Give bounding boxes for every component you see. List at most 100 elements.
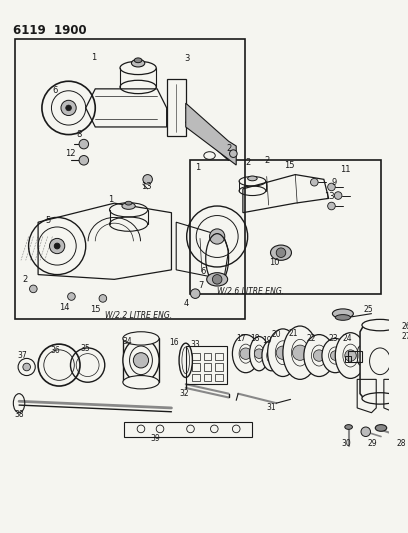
Circle shape	[310, 179, 318, 186]
Circle shape	[213, 274, 222, 284]
Circle shape	[313, 350, 325, 361]
Text: 21: 21	[288, 329, 298, 338]
Circle shape	[191, 289, 200, 298]
Bar	[215, 363, 223, 371]
Circle shape	[268, 352, 275, 359]
Circle shape	[345, 350, 356, 361]
Text: 15: 15	[91, 305, 101, 314]
Text: 19: 19	[262, 336, 272, 345]
Text: 15: 15	[284, 160, 294, 169]
Circle shape	[79, 139, 89, 149]
Ellipse shape	[250, 336, 268, 371]
Ellipse shape	[283, 326, 317, 379]
Text: 24: 24	[343, 334, 353, 343]
Text: 9: 9	[331, 177, 337, 187]
Text: 34: 34	[122, 337, 132, 346]
Ellipse shape	[322, 338, 348, 373]
Circle shape	[361, 427, 370, 437]
Text: 37: 37	[17, 351, 27, 360]
Text: 29: 29	[368, 439, 377, 448]
Text: 17: 17	[236, 334, 246, 343]
Circle shape	[133, 353, 149, 368]
Text: 6: 6	[200, 267, 205, 276]
Circle shape	[61, 100, 76, 116]
Circle shape	[66, 105, 71, 111]
Text: W/2.6 LITRE ENG.: W/2.6 LITRE ENG.	[217, 286, 284, 295]
Circle shape	[79, 156, 89, 165]
Ellipse shape	[131, 59, 145, 67]
Text: 31: 31	[267, 403, 276, 413]
Ellipse shape	[262, 340, 281, 371]
Ellipse shape	[123, 338, 159, 382]
Circle shape	[276, 248, 286, 257]
Ellipse shape	[207, 273, 228, 286]
Circle shape	[293, 345, 308, 360]
Ellipse shape	[248, 176, 257, 181]
Text: 6: 6	[52, 86, 58, 95]
Text: 4: 4	[184, 298, 189, 308]
Bar	[193, 353, 200, 360]
Ellipse shape	[362, 393, 398, 404]
Ellipse shape	[304, 335, 334, 376]
Ellipse shape	[123, 332, 159, 345]
Text: 13: 13	[324, 192, 335, 201]
Text: 13: 13	[141, 182, 152, 191]
Circle shape	[210, 229, 225, 244]
Text: 22: 22	[307, 334, 316, 343]
Bar	[348, 351, 362, 362]
Circle shape	[254, 349, 264, 358]
Circle shape	[49, 238, 65, 254]
Text: 39: 39	[151, 434, 160, 443]
Ellipse shape	[333, 309, 353, 318]
Text: 30: 30	[341, 439, 351, 448]
Text: 12: 12	[65, 149, 75, 158]
Ellipse shape	[375, 425, 387, 431]
Ellipse shape	[268, 329, 298, 376]
Text: 11: 11	[340, 165, 350, 174]
Circle shape	[328, 202, 335, 210]
Text: 2: 2	[227, 144, 232, 154]
Circle shape	[276, 346, 290, 359]
Text: 2: 2	[265, 156, 270, 165]
Text: 14: 14	[59, 303, 69, 312]
Ellipse shape	[233, 335, 259, 373]
Text: 16: 16	[170, 338, 179, 347]
Ellipse shape	[271, 245, 291, 260]
Circle shape	[54, 243, 60, 249]
Circle shape	[29, 285, 37, 293]
Circle shape	[143, 175, 153, 184]
Text: 35: 35	[80, 344, 90, 353]
Ellipse shape	[134, 58, 142, 63]
Ellipse shape	[335, 333, 366, 378]
Text: W/2.2 LITRE ENG.: W/2.2 LITRE ENG.	[105, 310, 172, 319]
Bar	[191, 160, 381, 294]
Ellipse shape	[345, 425, 353, 430]
Bar	[204, 374, 211, 381]
Bar	[215, 353, 223, 360]
Ellipse shape	[125, 201, 132, 205]
Text: 1: 1	[91, 53, 97, 62]
Text: 36: 36	[51, 346, 60, 356]
Bar	[193, 374, 200, 381]
Polygon shape	[360, 325, 400, 399]
Circle shape	[334, 192, 342, 199]
Bar	[193, 363, 200, 371]
Text: 6119  1900: 6119 1900	[13, 24, 87, 37]
Ellipse shape	[123, 376, 159, 389]
Text: 7: 7	[198, 280, 204, 289]
Circle shape	[230, 150, 237, 157]
Circle shape	[330, 351, 340, 360]
Ellipse shape	[362, 319, 398, 331]
Circle shape	[68, 293, 75, 300]
Polygon shape	[186, 103, 236, 165]
Circle shape	[99, 295, 106, 302]
Bar	[204, 353, 211, 360]
Text: 18: 18	[251, 334, 260, 343]
Text: 2: 2	[22, 275, 27, 284]
Text: 26: 26	[402, 322, 408, 332]
Ellipse shape	[122, 203, 135, 209]
Bar	[204, 363, 211, 371]
Text: 1: 1	[195, 164, 200, 172]
Bar	[345, 356, 350, 362]
Text: 3: 3	[184, 54, 189, 63]
